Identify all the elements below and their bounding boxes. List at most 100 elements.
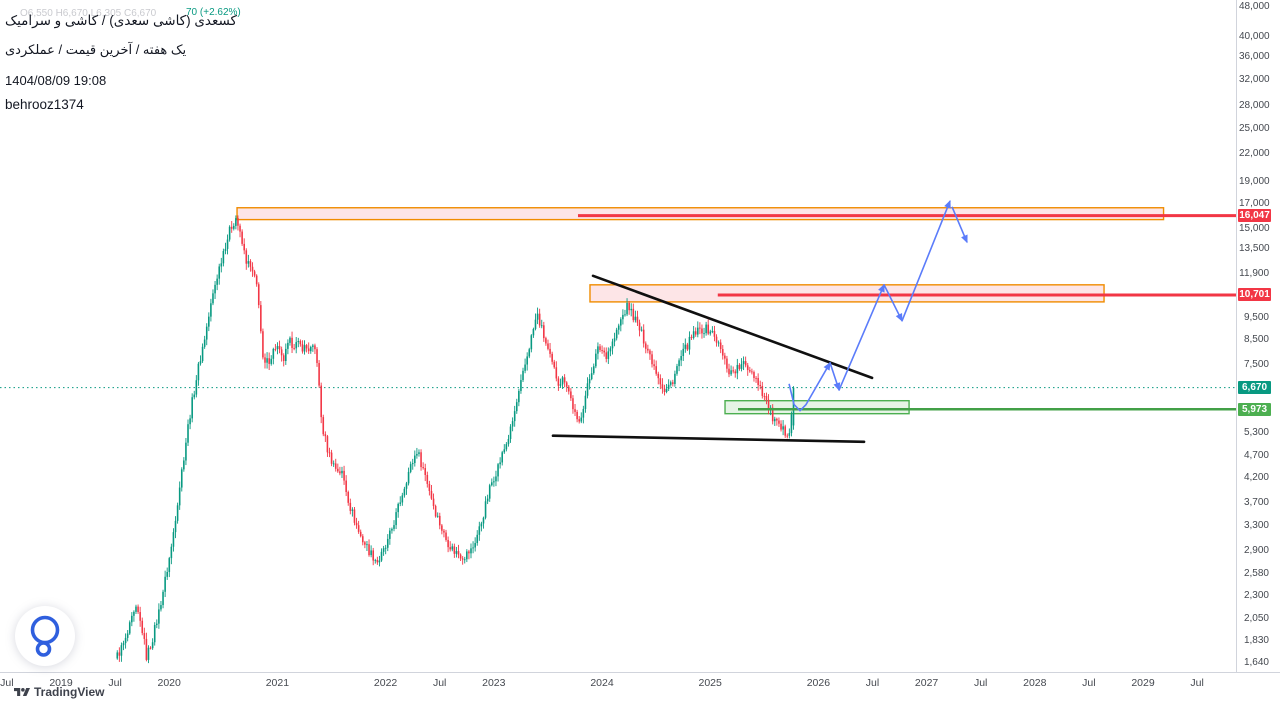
candle-body (696, 327, 699, 335)
candle-body (674, 373, 676, 384)
candle-body (744, 361, 747, 366)
candle-body (312, 345, 314, 347)
price-tick-label: 3,300 (1243, 519, 1269, 531)
candle-body (688, 336, 691, 350)
price-tick-label: 2,900 (1243, 544, 1269, 556)
candle-body (701, 328, 703, 334)
candle-body (669, 382, 672, 385)
candle-body (628, 302, 630, 311)
candle-body (536, 313, 539, 320)
price-change-label: 70 (+2.62%) (186, 7, 241, 18)
demand-zone[interactable] (724, 399, 910, 415)
supply-zone-lower[interactable] (589, 284, 1105, 303)
candle-body (243, 243, 245, 251)
candle-body (611, 341, 614, 349)
time-tick-label: Jul (865, 677, 880, 689)
candle-body (187, 424, 189, 443)
ohlc-legend: O6,550 H6,670 L6,305 C6,670 (20, 8, 157, 19)
candle-body (332, 463, 335, 465)
candle-body (222, 250, 225, 264)
candle-body (293, 347, 295, 349)
candle-body (355, 522, 358, 526)
candle-body (139, 612, 141, 621)
candle-body (245, 250, 248, 264)
time-axis[interactable]: Jul 2019 Jul 2020 2021 2022 Jul 2023 2024 2025 202… (0, 672, 1280, 709)
candle-body (482, 517, 485, 524)
candle-body (164, 576, 166, 592)
candle-body (166, 572, 169, 577)
supply-zone-upper[interactable] (236, 207, 1165, 221)
tradingview-watermark[interactable]: TradingView (14, 685, 104, 699)
candle-body (484, 501, 487, 518)
time-tick-label: 2025 (698, 677, 722, 689)
candle-body (241, 231, 243, 244)
candle-body (453, 546, 456, 554)
candle-body (434, 505, 437, 517)
price-tick-label: 4,700 (1243, 450, 1269, 462)
candle-body (746, 365, 749, 371)
candle-body (316, 349, 318, 364)
candle-body (565, 382, 568, 387)
candle-body (162, 591, 164, 606)
trendline-lower[interactable] (551, 434, 866, 444)
candle-body (372, 550, 374, 561)
candle-body (488, 485, 491, 499)
candle-body (597, 346, 599, 354)
candle-body (717, 342, 720, 344)
candle-body (559, 384, 562, 386)
candle-body (449, 547, 451, 550)
candle-body (586, 383, 589, 396)
candle-body (644, 343, 647, 349)
candle-body (405, 483, 408, 489)
candle-body (418, 452, 420, 454)
candle-body (603, 350, 605, 353)
candle-body (468, 551, 470, 554)
candle-body (557, 378, 560, 386)
candle-body (755, 377, 757, 379)
price-tick-label: 2,580 (1243, 567, 1269, 579)
candle-body (214, 284, 216, 294)
chart-canvas[interactable] (0, 0, 1237, 672)
candle-body (640, 329, 643, 331)
price-tick-label: 13,500 (1239, 243, 1270, 255)
candle-body (345, 480, 347, 492)
candle-body (563, 377, 566, 383)
candle-body (272, 348, 275, 359)
candle-body (713, 330, 716, 337)
candle-body (694, 331, 697, 335)
candle-body (740, 363, 743, 369)
candle-body (622, 314, 624, 320)
candle-body (470, 548, 472, 554)
price-tick-label: 8,500 (1243, 334, 1269, 346)
candle-body (382, 548, 385, 552)
candle-body (595, 353, 597, 367)
candle-body (699, 327, 701, 329)
broker-logo (15, 606, 75, 666)
candle-body (466, 551, 468, 560)
tradingview-label: TradingView (34, 685, 105, 699)
candle-body (216, 278, 218, 285)
trendline-upper[interactable] (591, 274, 874, 380)
candle-body (255, 275, 258, 285)
projection-path[interactable] (788, 200, 951, 412)
candle-body (497, 464, 499, 477)
candle-body (534, 319, 537, 329)
candle-body (582, 408, 585, 418)
candle-body (742, 361, 745, 364)
candle-body (414, 455, 416, 464)
candle-body (461, 558, 464, 560)
candle-body (459, 554, 462, 559)
candle-body (226, 239, 229, 249)
candle-body (515, 402, 518, 412)
candle-body (771, 407, 774, 422)
candle-body (620, 319, 622, 326)
candle-body (684, 344, 687, 349)
candle-body (330, 452, 333, 464)
candle-body (524, 364, 526, 371)
candle-body (386, 538, 389, 548)
candle-body (416, 453, 418, 456)
candle-body (590, 373, 593, 380)
price-axis[interactable]: 48,000 40,000 36,000 32,000 28,000 25,000 22,0… (1236, 0, 1280, 672)
candle-body (357, 525, 360, 532)
candle-body (399, 502, 402, 504)
